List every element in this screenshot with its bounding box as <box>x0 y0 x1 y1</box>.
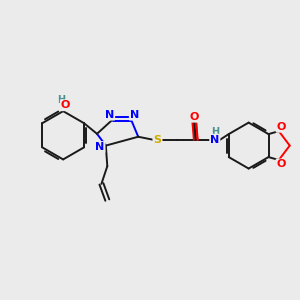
Text: O: O <box>61 100 70 110</box>
Text: O: O <box>277 122 286 132</box>
Text: H: H <box>57 95 65 105</box>
Text: O: O <box>277 159 286 170</box>
Text: N: N <box>105 110 114 120</box>
Text: O: O <box>190 112 199 122</box>
Text: N: N <box>130 110 139 120</box>
Text: N: N <box>210 135 219 145</box>
Text: S: S <box>153 135 161 145</box>
Text: N: N <box>95 142 105 152</box>
Text: H: H <box>211 127 219 137</box>
